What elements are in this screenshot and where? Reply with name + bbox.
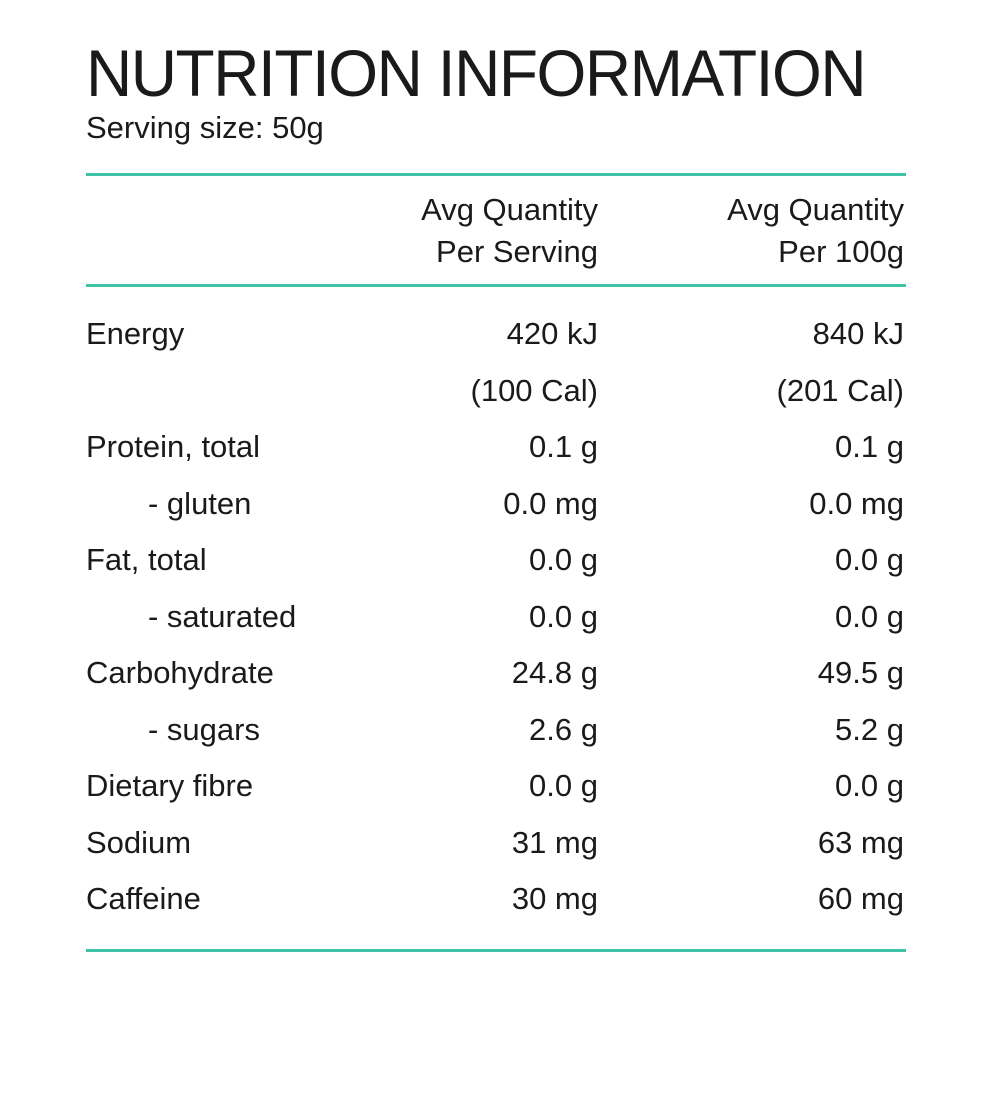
row-label: Caffeine xyxy=(86,881,201,916)
row-sugars: - sugars 2.6 g 5.2 g xyxy=(86,702,906,759)
row-per-100g: (201 Cal) xyxy=(776,372,905,408)
header-per-serving-line1: Avg Quantity xyxy=(421,192,598,227)
row-per-serving: 24.8 g xyxy=(511,655,598,690)
row-per-serving: 0.0 g xyxy=(529,598,598,634)
top-divider xyxy=(86,173,906,176)
row-per-100g: 60 mg xyxy=(817,881,904,916)
row-per-100g: 0.0 g xyxy=(835,598,904,634)
row-per-serving: 0.0 mg xyxy=(503,485,598,521)
row-energy-cal: (100 Cal) (201 Cal) xyxy=(86,363,906,420)
row-per-100g: 5.2 g xyxy=(835,711,904,747)
nutrition-rows: Energy 420 kJ 840 kJ (100 Cal) (201 Cal)… xyxy=(86,306,906,928)
row-label: Carbohydrate xyxy=(86,655,274,690)
row-per-100g: 0.0 mg xyxy=(809,485,904,521)
row-protein: Protein, total 0.1 g 0.1 g xyxy=(86,419,906,476)
header-per-serving: Avg Quantity Per Serving xyxy=(421,189,598,273)
row-per-100g: 0.1 g xyxy=(835,429,904,464)
row-sodium: Sodium 31 mg 63 mg xyxy=(86,815,906,872)
row-per-serving: 0.0 g xyxy=(529,768,598,803)
row-gluten: - gluten 0.0 mg 0.0 mg xyxy=(86,476,906,533)
panel-title: NUTRITION INFORMATION xyxy=(86,36,867,110)
table-header: Avg Quantity Per Serving Avg Quantity Pe… xyxy=(86,189,906,273)
row-label: Energy xyxy=(86,316,185,351)
row-label: Fat, total xyxy=(86,542,207,577)
row-per-100g: 49.5 g xyxy=(817,655,904,690)
row-per-serving: (100 Cal) xyxy=(470,372,599,408)
header-per-100g: Avg Quantity Per 100g xyxy=(727,189,904,273)
row-dietary-fibre: Dietary fibre 0.0 g 0.0 g xyxy=(86,758,906,815)
row-label: Dietary fibre xyxy=(86,768,254,803)
row-per-100g: 63 mg xyxy=(817,824,904,860)
row-label: Protein, total xyxy=(86,429,261,464)
row-per-serving: 30 mg xyxy=(511,881,598,916)
row-carbohydrate: Carbohydrate 24.8 g 49.5 g xyxy=(86,645,906,702)
nutrition-panel: NUTRITION INFORMATION Serving size: 50g … xyxy=(86,36,906,952)
serving-size: Serving size: 50g xyxy=(86,110,324,145)
row-per-100g: 0.0 g xyxy=(835,542,904,577)
row-saturated: - saturated 0.0 g 0.0 g xyxy=(86,589,906,646)
row-per-serving: 0.1 g xyxy=(529,429,598,464)
row-per-serving: 0.0 g xyxy=(529,542,598,577)
row-per-100g: 840 kJ xyxy=(812,316,904,351)
row-caffeine: Caffeine 30 mg 60 mg xyxy=(86,871,906,928)
header-per-serving-line2: Per Serving xyxy=(436,234,598,269)
row-label: - sugars xyxy=(148,711,260,747)
row-per-serving: 31 mg xyxy=(511,824,598,860)
header-per-100g-line1: Avg Quantity xyxy=(727,192,904,227)
row-per-100g: 0.0 g xyxy=(835,768,904,803)
row-label: Sodium xyxy=(86,824,192,860)
row-energy: Energy 420 kJ 840 kJ xyxy=(86,306,906,363)
row-label: - gluten xyxy=(148,485,252,521)
row-label: - saturated xyxy=(148,598,297,634)
row-per-serving: 420 kJ xyxy=(506,316,598,351)
row-fat: Fat, total 0.0 g 0.0 g xyxy=(86,532,906,589)
header-divider xyxy=(86,284,906,287)
header-per-100g-line2: Per 100g xyxy=(778,234,904,269)
row-per-serving: 2.6 g xyxy=(529,711,598,747)
bottom-divider xyxy=(86,949,906,952)
